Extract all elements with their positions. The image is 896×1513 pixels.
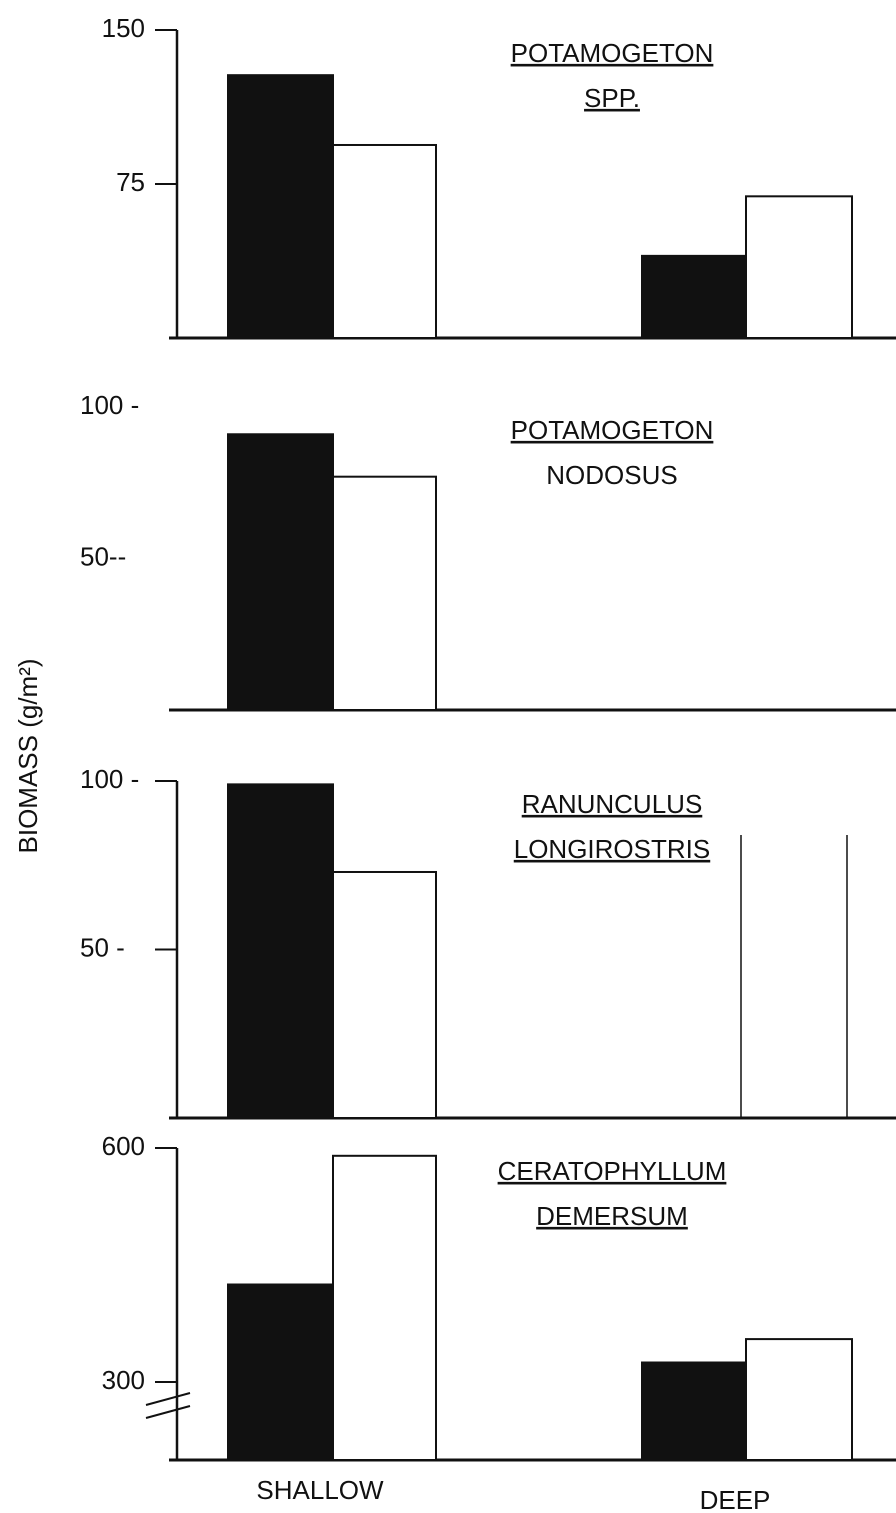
panel: 50-- 100 - POTAMOGETON NODOSUS xyxy=(80,390,896,712)
axis-break xyxy=(145,1392,191,1406)
bar xyxy=(332,475,437,711)
y-axis-label: BIOMASS (g/m²) xyxy=(13,658,43,853)
panel: 75 150 POTAMOGETON SPP. xyxy=(102,13,896,340)
panel-subtitle: DEMERSUM xyxy=(536,1201,688,1231)
x-tick-label: DEEP xyxy=(700,1485,771,1513)
bar xyxy=(745,1338,853,1461)
panel: 50 - 100 - RANUNCULUS LONGIROSTRIS xyxy=(80,764,896,1120)
bar xyxy=(227,433,334,711)
bar xyxy=(227,74,334,339)
y-tick-label: 150 xyxy=(102,13,145,43)
y-tick-label: 100 - xyxy=(80,390,139,420)
y-tick-label: 300 xyxy=(102,1365,145,1395)
panel: 300 600 CERATOPHYLLUM DEMERSUM SHALLOW DEEP xyxy=(102,1131,896,1513)
y-tick-label: 50-- xyxy=(80,541,126,571)
panel-subtitle: LONGIROSTRIS xyxy=(514,834,710,864)
bar xyxy=(641,254,747,339)
bar xyxy=(227,1283,334,1461)
y-tick-label: 100 - xyxy=(80,764,139,794)
bar xyxy=(745,195,853,339)
x-tick-label: SHALLOW xyxy=(256,1475,384,1505)
bar xyxy=(332,870,437,1119)
axis-break xyxy=(145,1405,191,1419)
bar xyxy=(332,1154,437,1462)
panel-subtitle: SPP. xyxy=(584,83,640,113)
y-tick-label: 600 xyxy=(102,1131,145,1161)
bar xyxy=(641,1361,747,1461)
bar xyxy=(227,783,334,1119)
y-tick-label: 75 xyxy=(116,167,145,197)
panel-title: RANUNCULUS xyxy=(522,789,703,819)
y-tick-label: 50 - xyxy=(80,932,125,962)
bar xyxy=(332,143,437,339)
panel-subtitle: NODOSUS xyxy=(546,460,677,490)
panel-title: POTAMOGETON xyxy=(511,415,714,445)
panel-title: POTAMOGETON xyxy=(511,38,714,68)
panel-title: CERATOPHYLLUM xyxy=(498,1156,727,1186)
